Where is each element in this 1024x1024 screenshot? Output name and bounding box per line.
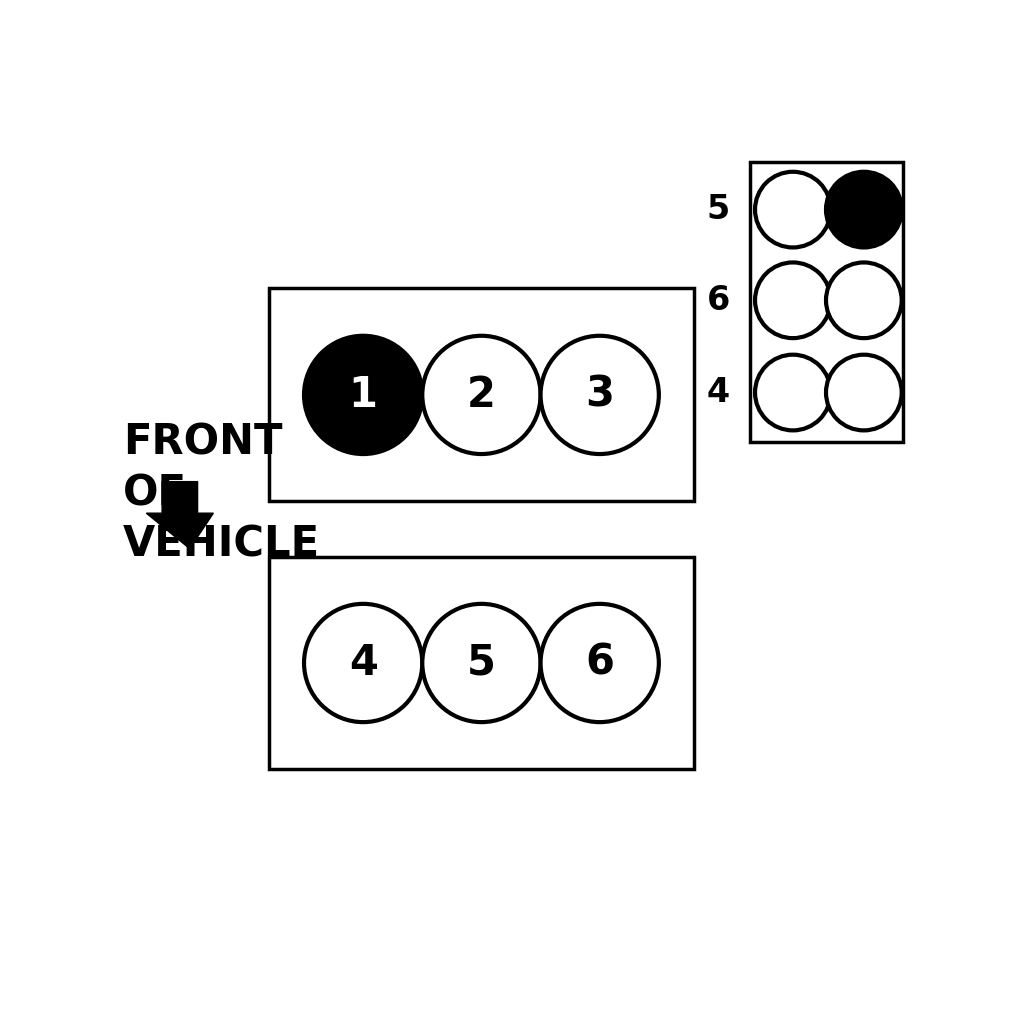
Text: 4: 4 (707, 376, 730, 409)
Text: 2: 2 (467, 374, 496, 416)
Bar (268, 557, 694, 769)
Text: 5: 5 (467, 642, 496, 684)
Bar (750, 163, 903, 442)
Circle shape (304, 336, 422, 454)
Circle shape (541, 604, 658, 722)
Text: 4: 4 (349, 642, 378, 684)
Polygon shape (146, 481, 213, 549)
Text: 1: 1 (348, 374, 378, 416)
Circle shape (755, 354, 830, 430)
Circle shape (422, 604, 541, 722)
Circle shape (304, 604, 422, 722)
Text: OF: OF (123, 472, 186, 514)
Text: FRONT: FRONT (123, 421, 283, 463)
Text: VEHICLE: VEHICLE (123, 523, 319, 565)
Circle shape (826, 172, 902, 248)
Circle shape (755, 262, 830, 338)
Circle shape (755, 172, 830, 248)
Text: 3: 3 (585, 374, 614, 416)
Text: 6: 6 (707, 284, 730, 316)
Circle shape (826, 354, 902, 430)
Circle shape (422, 336, 541, 454)
Text: 5: 5 (707, 194, 730, 226)
Bar (268, 289, 694, 502)
Text: 6: 6 (585, 642, 614, 684)
Circle shape (541, 336, 658, 454)
Circle shape (826, 262, 902, 338)
